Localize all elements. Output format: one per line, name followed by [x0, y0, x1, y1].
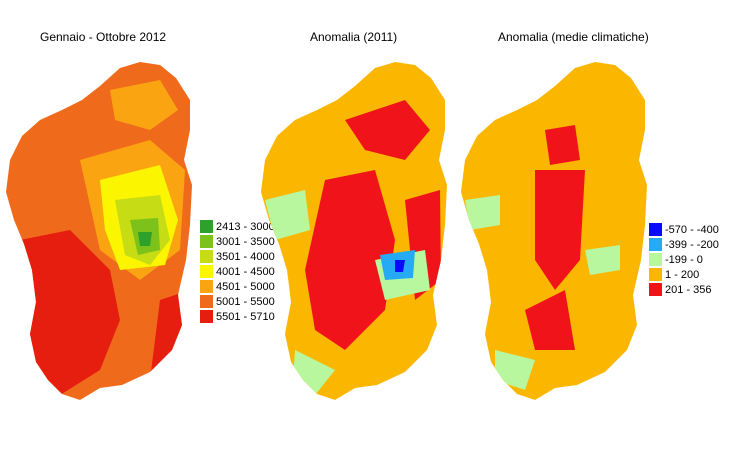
zone-5501-5710-sw — [20, 230, 120, 395]
zone-red-central — [535, 170, 585, 290]
legend-row: -399 - -200 — [649, 237, 719, 252]
sardinia-map-anomaly-climate — [461, 62, 647, 400]
legend-2012: 2413 - 3000 3001 - 3500 3501 - 4000 4001… — [200, 219, 275, 324]
zone-2413-3000 — [138, 232, 152, 246]
zone-4501-5000-north — [110, 80, 178, 130]
zone-green-1 — [265, 190, 310, 240]
legend-swatch — [200, 280, 213, 293]
sardinia-map-2012 — [6, 62, 192, 400]
legend-row: 2413 - 3000 — [200, 219, 275, 234]
zone-green-1 — [465, 195, 500, 230]
legend-swatch — [200, 310, 213, 323]
legend-swatch — [200, 295, 213, 308]
legend-row: 201 - 356 — [649, 282, 719, 297]
legend-row: 5001 - 5500 — [200, 294, 275, 309]
panel-title-2012: Gennaio - Ottobre 2012 — [40, 30, 167, 44]
sardinia-map-anomaly-2011 — [261, 62, 447, 400]
legend-swatch — [649, 238, 662, 251]
legend-swatch — [200, 265, 213, 278]
zone-green-2 — [585, 245, 620, 275]
legend-row: -199 - 0 — [649, 252, 719, 267]
legend-swatch — [649, 268, 662, 281]
zone-dark-blue — [395, 260, 405, 272]
legend-row: 1 - 200 — [649, 267, 719, 282]
legend-swatch — [649, 283, 662, 296]
legend-row: 4001 - 4500 — [200, 264, 275, 279]
legend-row: 5501 - 5710 — [200, 309, 275, 324]
panel-title-anomaly-climate: Anomalia (medie climatiche) — [498, 30, 649, 44]
legend-row: -570 - -400 — [649, 222, 719, 237]
panel-title-anomaly-2011: Anomalia (2011) — [310, 30, 398, 44]
legend-swatch — [649, 223, 662, 236]
legend-swatch — [200, 250, 213, 263]
legend-anomaly: -570 - -400 -399 - -200 -199 - 0 1 - 200… — [649, 222, 719, 297]
legend-swatch — [649, 253, 662, 266]
legend-swatch — [200, 235, 213, 248]
zone-green-3 — [495, 350, 535, 390]
zone-red-south — [525, 290, 575, 350]
zone-red-central — [305, 170, 395, 350]
zone-red-north — [345, 100, 430, 160]
legend-row: 4501 - 5000 — [200, 279, 275, 294]
legend-row: 3501 - 4000 — [200, 249, 275, 264]
legend-swatch — [200, 220, 213, 233]
zone-red-north — [545, 125, 580, 165]
legend-row: 3001 - 3500 — [200, 234, 275, 249]
